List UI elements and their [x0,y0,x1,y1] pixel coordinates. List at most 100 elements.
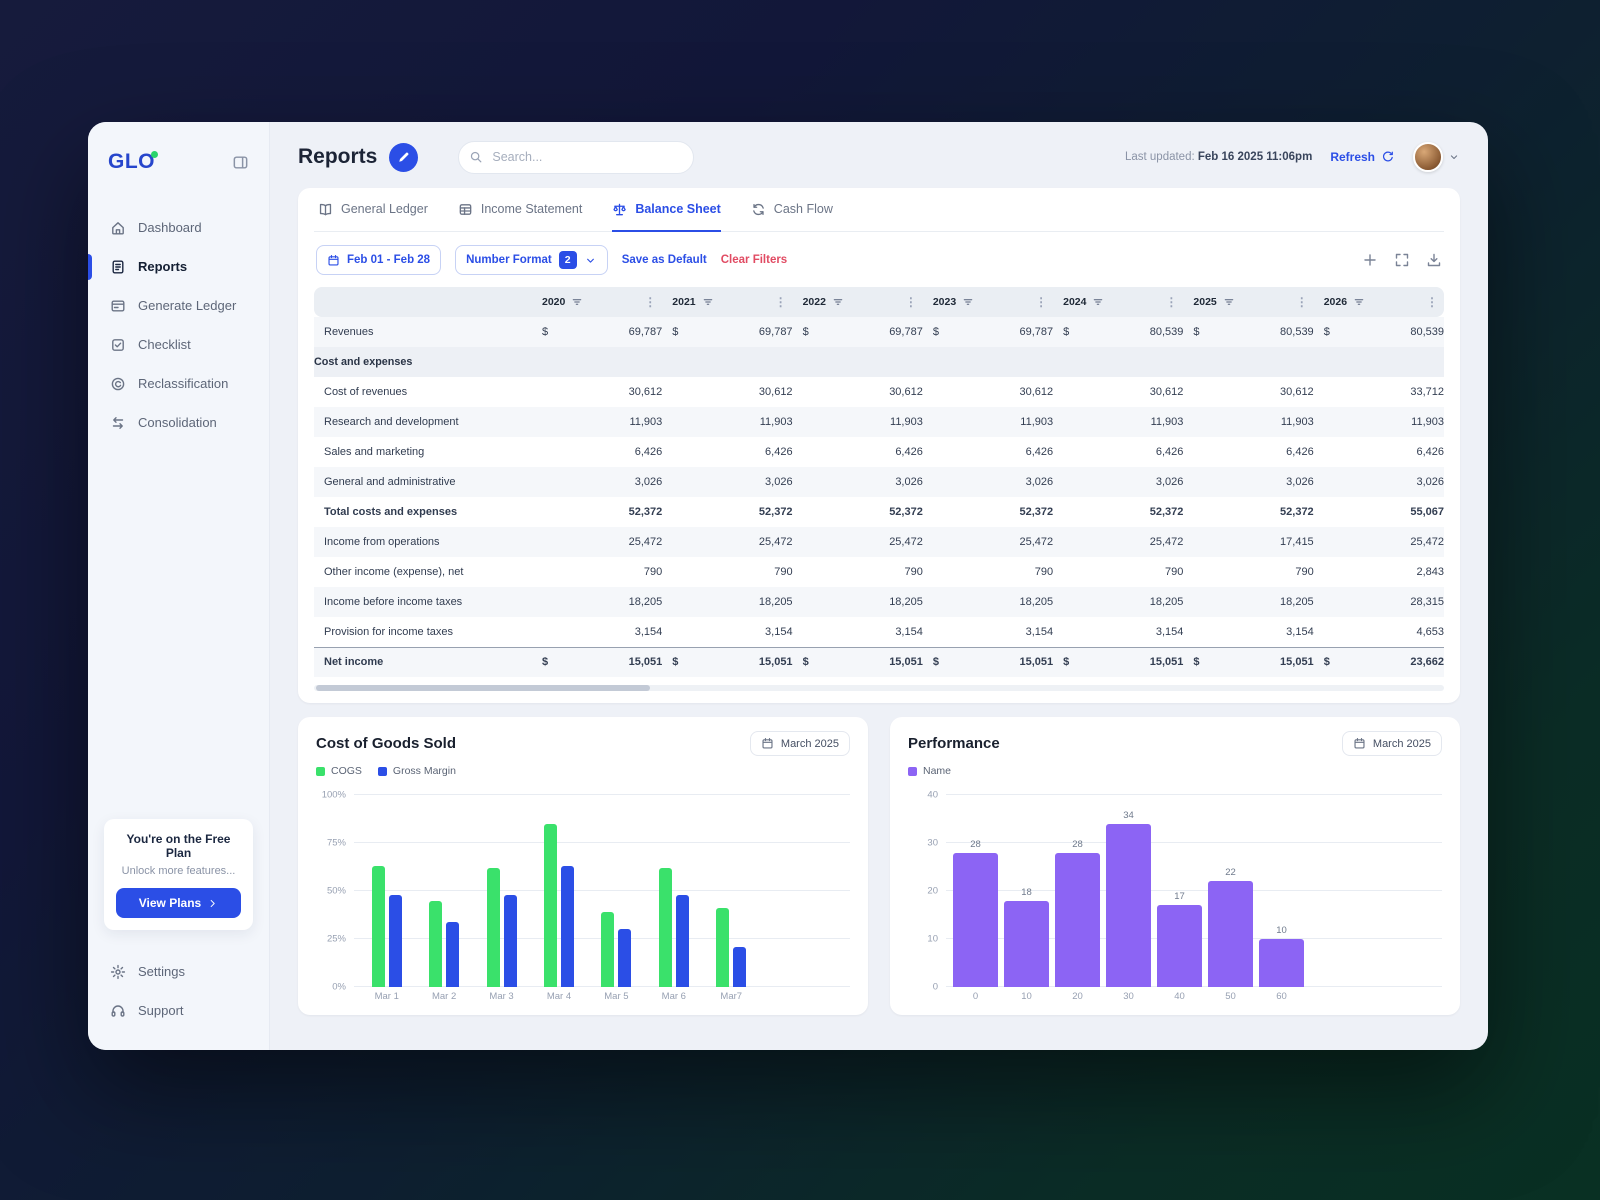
sidebar-item-reports[interactable]: Reports [88,247,269,286]
cell-value: 52,372 [889,506,923,518]
column-filter-icon[interactable] [1092,296,1104,308]
refresh-icon [1381,150,1395,164]
cell-value: 3,026 [1416,476,1444,488]
cell-value: 3,026 [895,476,923,488]
sidebar-item-label: Consolidation [138,415,217,430]
tab-label: Cash Flow [773,202,833,216]
column-menu-icon[interactable]: ⋮ [774,295,787,309]
sidebar-item-label: Dashboard [138,220,202,235]
row-label: Cost of revenues [324,386,408,398]
x-axis-label: 30 [1123,991,1134,1002]
cell-value: 3,154 [1025,625,1054,638]
cell-value: 6,426 [895,446,923,458]
support-icon [110,1003,126,1019]
y-axis-tick: 50% [326,885,346,897]
sidebar-item-consolidation[interactable]: Consolidation [88,403,269,442]
cogs-period-chip[interactable]: March 2025 [749,731,850,756]
bar-gross-margin [560,866,574,987]
cell-value: 17,415 [1280,536,1314,548]
column-menu-icon[interactable]: ⋮ [1295,295,1308,309]
financial-table: 2020 ⋮ 2021 ⋮ 2022 ⋮ 2023 ⋮ 2024 ⋮ 2025 ⋮ 2026 ⋮ Reve… [314,287,1444,677]
view-plans-button[interactable]: View Plans [116,888,241,918]
performance-period-chip[interactable]: March 2025 [1341,731,1442,756]
x-axis-label: 20 [1072,991,1083,1002]
column-filter-icon[interactable] [571,296,583,308]
sidebar-item-reclassification[interactable]: Reclassification [88,364,269,403]
row-label: Income from operations [324,536,440,548]
bar-value-label: 28 [970,838,981,850]
filter-row: Feb 01 - Feb 28 Number Format 2 Save as … [314,232,1444,287]
refresh-button[interactable]: Refresh [1330,150,1395,164]
add-icon[interactable] [1362,252,1378,268]
download-icon[interactable] [1426,252,1442,268]
currency-symbol: $ [542,326,549,338]
sidebar-item-settings[interactable]: Settings [88,952,269,991]
number-format-chip[interactable]: Number Format 2 [455,245,608,275]
fullscreen-icon[interactable] [1394,252,1410,268]
chevron-down-icon [1448,151,1460,163]
column-menu-icon[interactable]: ⋮ [1165,295,1178,309]
ledger-icon [110,298,126,314]
sidebar-item-checklist[interactable]: Checklist [88,325,269,364]
sidebar-collapse-icon[interactable] [232,154,249,171]
search-input[interactable] [458,140,695,174]
bar-cogs [716,908,730,987]
bar-name [1004,900,1049,987]
sidebar-item-label: Generate Ledger [138,298,237,313]
x-axis-label: 0 [972,991,979,1002]
x-axis-label: Mar 3 [489,991,514,1002]
column-menu-icon[interactable]: ⋮ [644,295,657,309]
sidebar-item-label: Reports [138,259,188,274]
last-updated-value: Feb 16 2025 11:06pm [1197,151,1313,163]
column-filter-icon[interactable] [1223,296,1235,308]
sidebar-item-support[interactable]: Support [88,991,269,1030]
cell-value: $15,051 [922,646,1054,677]
tab-income-statement[interactable]: Income Statement [458,188,582,232]
column-menu-icon[interactable]: ⋮ [904,295,917,309]
bar-gross-margin [618,929,632,987]
date-range-chip[interactable]: Feb 01 - Feb 28 [316,245,442,275]
gear-icon [110,964,126,980]
bar-cogs [543,823,557,987]
cell-value: $15,051 [792,646,923,677]
legend-item-name: Name [908,765,951,777]
cell-value: 18,205 [1280,596,1314,608]
user-menu[interactable] [1413,142,1460,172]
tab-general-ledger[interactable]: General Ledger [318,188,428,232]
table-row-cost-of-revenues: Cost of revenues 30,612 30,612 30,612 30,612… [314,377,1444,407]
bar-gross-margin [675,894,689,987]
cell-value: 3,026 [1155,476,1184,488]
cell-value: 6,426 [1155,446,1184,458]
column-filter-icon[interactable] [702,296,714,308]
chart-bars: 28 18 28 34 17 22 10 [950,795,1307,987]
bar-cogs [658,867,672,987]
row-label: Net income [314,646,532,677]
card-head: Cost of Goods Sold March 2025 [316,731,850,756]
card-title: Cost of Goods Sold [316,735,456,752]
bar-value-label: 17 [1174,891,1185,903]
bar-value-label: 22 [1225,867,1236,879]
save-as-default-link[interactable]: Save as Default [621,254,707,266]
last-updated: Last updated: Feb 16 2025 11:06pm [1124,151,1313,163]
column-filter-icon[interactable] [962,296,974,308]
sidebar-item-generate-ledger[interactable]: Generate Ledger [88,286,269,325]
legend-item-cogs: COGS [316,765,362,777]
tab-balance-sheet[interactable]: Balance Sheet [612,188,721,232]
cell-value: $80,539 [1323,326,1444,338]
tab-cash-flow[interactable]: Cash Flow [751,188,833,232]
sidebar-item-dashboard[interactable]: Dashboard [88,208,269,247]
column-filter-icon[interactable] [1353,296,1365,308]
edit-title-button[interactable] [389,142,419,172]
app-window: GLO Dashboard Reports Generate Ledger Check… [88,122,1488,1050]
cell-value: 30,612 [889,386,923,398]
cell-value: 30,612 [1019,386,1054,398]
grid-icon [458,202,473,217]
bar-group: 17 [1154,795,1205,987]
column-menu-icon[interactable]: ⋮ [1035,295,1048,309]
scrollbar-thumb[interactable] [316,685,650,691]
column-menu-icon[interactable]: ⋮ [1426,295,1438,309]
cell-value: $80,539 [1063,326,1184,338]
clear-filters-link[interactable]: Clear Filters [720,254,788,266]
column-filter-icon[interactable] [832,296,844,308]
row-label: Total costs and expenses [324,506,458,518]
